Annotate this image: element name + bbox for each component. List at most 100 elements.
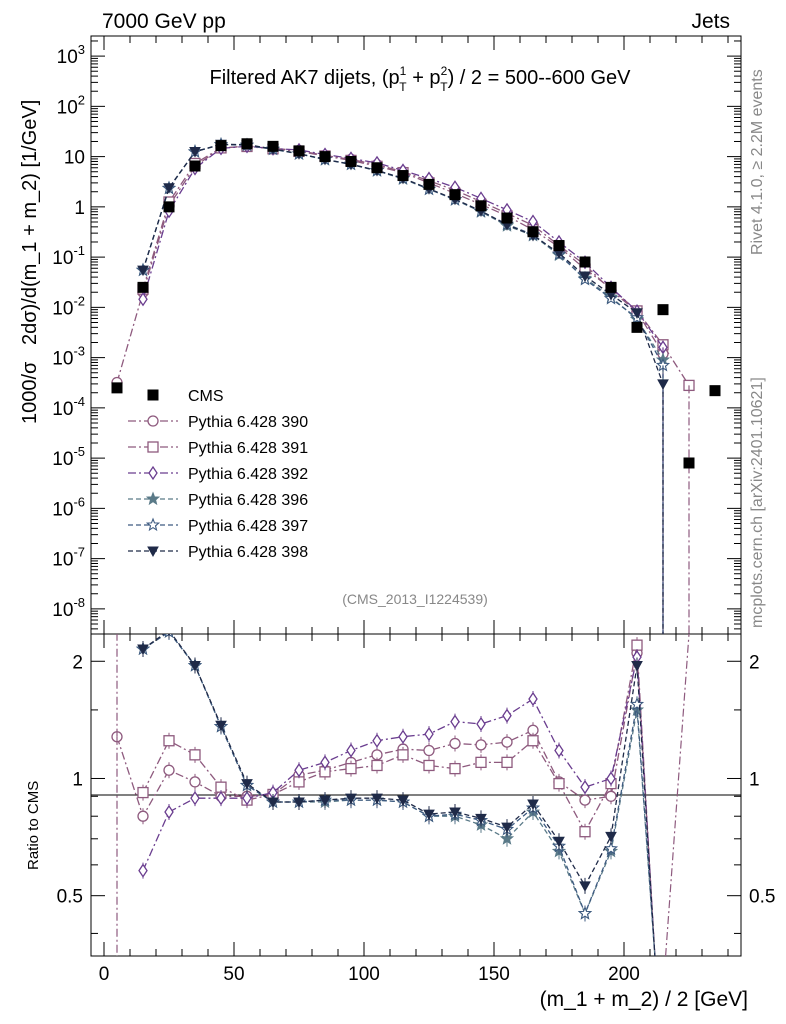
ratio-point (423, 809, 435, 821)
ratio-point (137, 810, 149, 822)
ratio-point (137, 786, 149, 799)
ratio-point (137, 644, 149, 656)
mcplots-label: mcplots.cern.ch [arXiv:2401.10621] (749, 377, 766, 628)
ratio-point (450, 714, 460, 729)
ratio-axis-label: Ratio to CMS (25, 781, 42, 870)
ratio-point (242, 791, 252, 806)
ratio-point (423, 759, 435, 772)
ratio-point (606, 771, 616, 786)
data-point (163, 183, 175, 194)
ratio-point (580, 779, 590, 795)
legend-marker (147, 546, 159, 558)
ratio-point (501, 756, 513, 769)
ratio-point (553, 836, 565, 848)
ratio-point (319, 795, 331, 807)
ratio-point (371, 759, 383, 772)
cms-data-point (475, 200, 487, 212)
cms-data-point (241, 138, 253, 150)
y-tick-label: 10-8 (52, 595, 85, 621)
legend-marker (148, 465, 158, 481)
ratio-point (294, 763, 304, 778)
ratio-point (449, 762, 461, 775)
legend-label: Pythia 6.428 397 (188, 518, 308, 535)
ratio-point (163, 764, 175, 776)
data-point (138, 292, 148, 307)
ratio-point (449, 737, 461, 750)
ratio-point (423, 744, 435, 757)
ratio-point (476, 716, 486, 732)
ratio-line (142, 634, 638, 916)
data-point (579, 271, 591, 283)
ratio-point (397, 749, 409, 761)
ratio-point (345, 793, 357, 805)
cms-data-point (163, 201, 175, 213)
cms-data-point (137, 281, 149, 293)
ratio-point (577, 905, 593, 920)
ratio-point (424, 726, 434, 742)
x-tick-label: 0 (99, 964, 110, 985)
ratio-point (603, 841, 619, 855)
legend-marker (147, 441, 159, 453)
legend-label: Pythia 6.428 396 (188, 492, 308, 509)
y-tick-label: 10 (64, 148, 85, 169)
series-line (142, 145, 690, 386)
ratio-point (138, 863, 148, 878)
cms-data-point (605, 281, 617, 293)
plot-title: Filtered AK7 dijets, (p1 T + p2 T) / 2 = 5… (210, 64, 632, 94)
ratio-point (293, 776, 305, 788)
ratio-point (346, 743, 356, 758)
legend-marker (145, 517, 161, 532)
ratio-point (605, 790, 617, 802)
ratio-point (267, 797, 279, 809)
y-tick-label: 10-7 (52, 545, 85, 571)
cms-data-point (397, 170, 409, 182)
data-point (137, 265, 149, 277)
series-line (116, 145, 664, 383)
ratio-point (631, 661, 643, 672)
ratio-point (215, 720, 227, 732)
cms-data-point (501, 212, 513, 224)
cms-data-point (319, 151, 331, 163)
y-tick-label: 103 (57, 42, 85, 68)
ratio-line (142, 634, 638, 888)
series-line (142, 143, 664, 385)
cms-data-point (215, 140, 227, 152)
ratio-point (631, 639, 643, 651)
header-left: 7000 GeV pp (102, 10, 226, 33)
cms-data-point (579, 256, 591, 268)
ratio-tick-label: 1 (72, 769, 83, 790)
y-tick-label: 10-2 (52, 293, 85, 319)
cms-data-point (553, 240, 565, 252)
ratio-point (528, 691, 538, 707)
data-point (189, 147, 201, 158)
x-tick-label: 50 (223, 964, 244, 985)
ratio-point (605, 831, 617, 843)
x-axis-label: (m_1 + m_2) / 2 [GeV] (540, 988, 748, 1011)
ratio-point (499, 831, 515, 845)
cms-data-point (371, 162, 383, 174)
ratio-point (501, 822, 513, 834)
cms-data-point (709, 385, 721, 397)
cms-data-point (527, 226, 539, 238)
ratio-tick-label: 0.5 (57, 887, 83, 908)
data-point (631, 308, 643, 319)
ratio-point (475, 739, 487, 751)
ratio-tick-label-right: 1 (749, 769, 760, 790)
ratio-tick-label-right: 2 (749, 652, 760, 673)
ratio-point (163, 735, 175, 747)
legend-cms-label: CMS (188, 388, 224, 405)
ratio-point (553, 777, 565, 790)
ratio-point (475, 756, 487, 769)
ratio-point (189, 776, 201, 788)
y-tick-label: 10-3 (52, 344, 85, 370)
ratio-point (449, 807, 461, 819)
y-axis-label: 1000/σ 2dσ)/d(m_1 + m_2) [1/GeV] (19, 100, 41, 424)
y-tick-label: 10-6 (52, 494, 85, 520)
ratio-point (167, 634, 171, 637)
y-tick-label: 102 (57, 92, 85, 118)
legend-marker (147, 415, 159, 427)
cms-data-point (683, 457, 695, 469)
ratio-point (320, 755, 330, 770)
ratio-point (345, 762, 357, 775)
